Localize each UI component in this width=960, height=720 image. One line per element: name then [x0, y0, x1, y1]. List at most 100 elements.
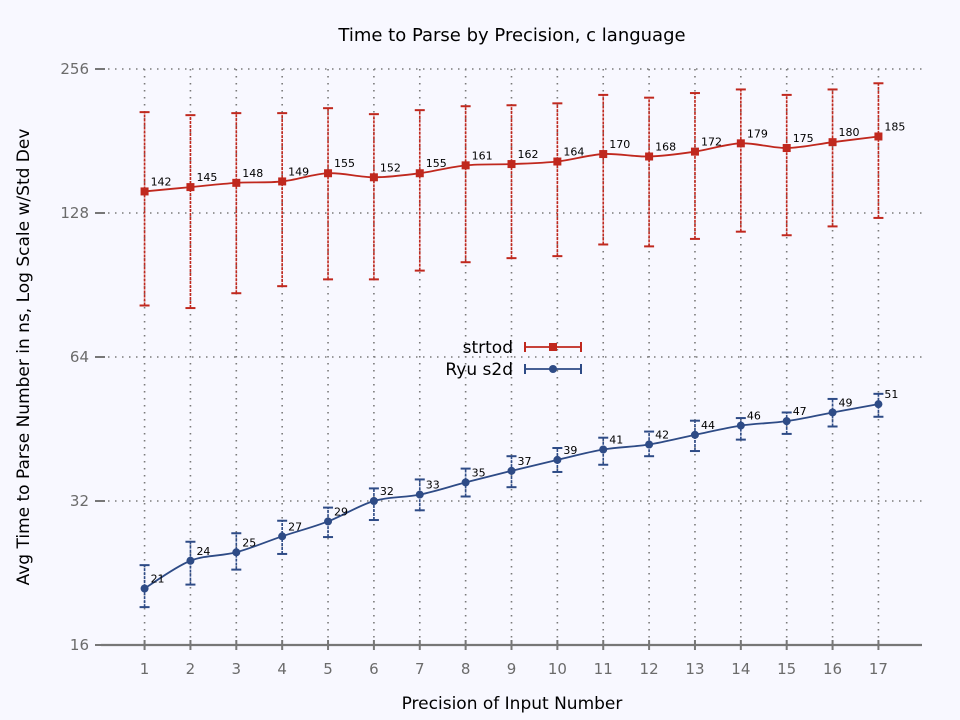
x-tick-label: 9 — [507, 660, 517, 678]
data-label: 168 — [655, 141, 676, 154]
data-point — [782, 417, 791, 426]
data-point — [369, 173, 378, 182]
data-point — [645, 152, 654, 161]
data-label: 46 — [747, 410, 761, 423]
data-point — [736, 421, 745, 430]
data-point — [782, 144, 791, 153]
data-point — [278, 177, 287, 186]
data-point — [599, 150, 608, 159]
y-tick-label: 16 — [70, 636, 89, 654]
data-label: 155 — [426, 157, 447, 170]
series: 142 145 148 149 155 152 155 161 162 164 170 168 172 1… — [139, 82, 905, 310]
chart-title: Time to Parse by Precision, c language — [337, 25, 685, 46]
data-label: 51 — [884, 388, 898, 401]
data-point — [369, 497, 378, 505]
data-label: 21 — [151, 573, 165, 586]
x-tick-label: 11 — [594, 660, 613, 678]
data-label: 170 — [609, 138, 630, 151]
data-point — [507, 466, 516, 475]
data-label: 24 — [196, 545, 210, 558]
data-label: 42 — [655, 429, 669, 442]
data-point — [461, 478, 470, 487]
data-label: 32 — [380, 485, 394, 498]
data-point — [736, 139, 745, 148]
data-label: 35 — [472, 466, 486, 479]
data-label: 142 — [151, 175, 172, 188]
x-tick-label: 7 — [415, 660, 425, 678]
data-point — [690, 430, 699, 439]
x-tick-label: 15 — [777, 660, 796, 678]
data-point — [140, 187, 149, 196]
data-point — [186, 556, 195, 565]
x-tick-label: 16 — [823, 660, 842, 678]
data-point — [415, 169, 424, 178]
data-point — [553, 157, 562, 166]
x-tick-label: 10 — [548, 660, 567, 678]
x-tick-label: 12 — [640, 660, 659, 678]
x-tick-label: 2 — [186, 660, 196, 678]
data-label: 33 — [426, 479, 440, 492]
data-point — [232, 548, 241, 557]
data-label: 49 — [839, 396, 853, 409]
data-label: 47 — [793, 405, 807, 418]
x-tick-label: 3 — [232, 660, 242, 678]
x-tick-label: 17 — [869, 660, 888, 678]
data-label: 44 — [701, 419, 715, 432]
data-label: 25 — [242, 536, 256, 549]
y-tick-label: 32 — [70, 492, 89, 510]
data-label: 185 — [884, 120, 905, 133]
data-label: 27 — [288, 520, 302, 533]
x-axis-label: Precision of Input Number — [402, 694, 623, 714]
data-label: 39 — [563, 444, 577, 457]
data-label: 149 — [288, 165, 309, 178]
x-tick-label: 4 — [277, 660, 287, 678]
data-point — [507, 160, 516, 169]
legend-marker — [549, 343, 557, 351]
data-label: 164 — [563, 146, 584, 159]
data-label: 37 — [518, 455, 532, 468]
data-label: 175 — [793, 132, 814, 145]
grid-layer — [101, 68, 922, 646]
data-label: 161 — [472, 149, 493, 162]
data-label: 180 — [839, 126, 860, 139]
data-label: 162 — [518, 148, 539, 161]
data-label: 155 — [334, 157, 355, 170]
y-tick-label: 256 — [60, 60, 89, 78]
y-tick-label: 64 — [70, 348, 89, 366]
x-tick-label: 1 — [140, 660, 150, 678]
data-point — [324, 517, 333, 526]
series: 21 24 25 27 29 32 33 35 37 39 41 42 44 46 47 49 51 — [139, 388, 898, 609]
data-point — [874, 132, 883, 141]
data-point — [461, 161, 470, 170]
y-axis-label: Avg Time to Parse Number in ns, Log Scal… — [14, 129, 34, 586]
data-label: 148 — [242, 167, 263, 180]
data-point — [690, 147, 699, 156]
data-point — [232, 178, 241, 187]
data-point — [186, 183, 195, 192]
x-tick-label: 8 — [461, 660, 471, 678]
data-point — [415, 490, 424, 499]
x-tick-label: 6 — [369, 660, 379, 678]
x-tick-label: 13 — [685, 660, 704, 678]
data-point — [828, 138, 837, 147]
legend-label: Ryu s2d — [445, 360, 513, 380]
data-point — [874, 400, 883, 409]
data-point — [140, 584, 149, 593]
data-label: 145 — [196, 171, 217, 184]
legend-marker — [549, 365, 557, 373]
data-point — [324, 169, 333, 178]
data-point — [599, 445, 608, 454]
data-point — [278, 532, 287, 541]
data-label: 41 — [609, 434, 623, 447]
y-tick-label: 128 — [60, 204, 89, 222]
data-label: 172 — [701, 136, 722, 149]
x-tick-label: 14 — [731, 660, 750, 678]
data-point — [553, 455, 562, 464]
x-tick-label: 5 — [323, 660, 333, 678]
data-label: 152 — [380, 161, 401, 174]
data-label: 179 — [747, 127, 768, 140]
data-label: 29 — [334, 505, 348, 518]
